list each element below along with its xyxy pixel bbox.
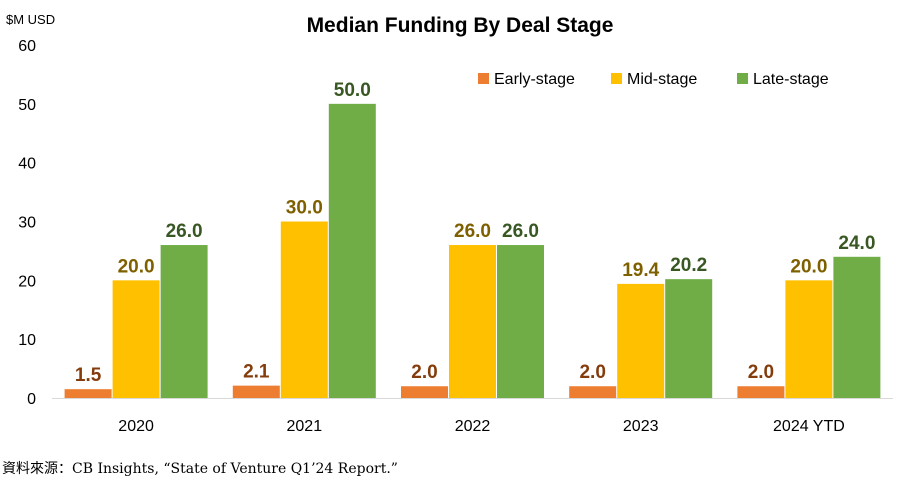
bar-late-stage-2020 bbox=[160, 245, 208, 398]
legend-label: Mid-stage bbox=[627, 71, 697, 88]
data-label: 26.0 bbox=[454, 221, 491, 242]
bar-early-stage-2024-ytd bbox=[737, 386, 785, 398]
data-label: 19.4 bbox=[622, 260, 659, 281]
data-label: 30.0 bbox=[286, 198, 323, 219]
y-axis: 0 10 20 30 40 50 60 bbox=[18, 38, 36, 408]
chart-title: Median Funding By Deal Stage bbox=[307, 14, 614, 37]
x-axis: 2020 2021 2022 2023 2024 YTD bbox=[52, 398, 893, 435]
x-tick-label: 2023 bbox=[623, 418, 659, 435]
y-tick-label: 20 bbox=[18, 273, 36, 290]
y-tick-label: 40 bbox=[18, 156, 36, 173]
data-label: 1.5 bbox=[75, 365, 102, 386]
data-label: 20.2 bbox=[670, 255, 707, 276]
data-label: 2.0 bbox=[579, 362, 605, 383]
bar-late-stage-2021 bbox=[328, 103, 376, 398]
data-label: 26.0 bbox=[502, 221, 539, 242]
legend-label: Early-stage bbox=[494, 71, 575, 88]
y-tick-label: 0 bbox=[27, 391, 36, 408]
y-tick-label: 60 bbox=[18, 38, 36, 55]
x-tick-label: 2024 YTD bbox=[773, 418, 845, 435]
bar-chart: Median Funding By Deal Stage $M USD 0 10 2… bbox=[6, 12, 893, 435]
bar-early-stage-2021 bbox=[232, 385, 280, 398]
bar-late-stage-2024-ytd bbox=[833, 256, 881, 398]
legend-swatch bbox=[478, 73, 489, 84]
bar-early-stage-2020 bbox=[64, 389, 112, 398]
x-tick-label: 2020 bbox=[118, 418, 154, 435]
data-label: 2.0 bbox=[748, 362, 774, 383]
data-label: 50.0 bbox=[334, 80, 371, 101]
legend-swatch bbox=[611, 73, 622, 84]
legend: Early-stage Mid-stage Late-stage bbox=[478, 71, 829, 88]
bar-mid-stage-2024-ytd bbox=[785, 280, 833, 398]
bar-mid-stage-2022 bbox=[449, 245, 496, 398]
legend-swatch bbox=[737, 73, 748, 84]
data-label: 2.1 bbox=[243, 362, 270, 383]
data-label: 2.0 bbox=[411, 362, 437, 383]
data-labels: 1.5 20.0 26.0 2.1 30.0 50.0 2.0 26.0 26.0 2.0 19.4… bbox=[75, 80, 876, 386]
data-label: 20.0 bbox=[118, 256, 155, 277]
x-tick-label: 2021 bbox=[287, 418, 323, 435]
y-tick-label: 10 bbox=[18, 332, 36, 349]
bar-early-stage-2023 bbox=[569, 386, 617, 398]
data-label: 26.0 bbox=[166, 221, 203, 242]
source-note: 資料來源：CB Insights, “State of Venture Q1’2… bbox=[2, 461, 398, 477]
bar-mid-stage-2023 bbox=[617, 283, 665, 398]
y-tick-label: 30 bbox=[18, 215, 36, 232]
bar-late-stage-2023 bbox=[665, 279, 713, 398]
bars bbox=[64, 103, 881, 398]
legend-label: Late-stage bbox=[753, 71, 829, 88]
x-tick-label: 2022 bbox=[455, 418, 491, 435]
bar-mid-stage-2020 bbox=[112, 280, 160, 398]
y-axis-unit-label: $M USD bbox=[6, 12, 55, 27]
bar-early-stage-2022 bbox=[401, 386, 448, 398]
bar-mid-stage-2021 bbox=[280, 221, 328, 398]
y-tick-label: 50 bbox=[18, 97, 36, 114]
bar-late-stage-2022 bbox=[497, 245, 544, 398]
data-label: 20.0 bbox=[790, 256, 827, 277]
data-label: 24.0 bbox=[838, 233, 875, 254]
